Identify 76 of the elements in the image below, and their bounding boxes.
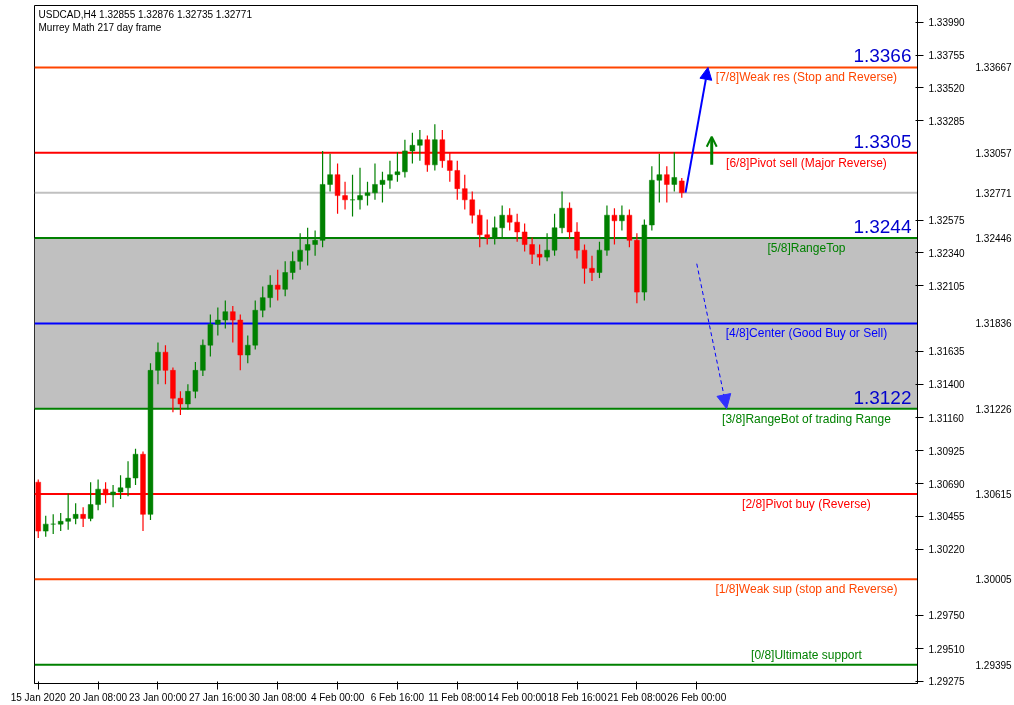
annotation: 1.3244 xyxy=(853,216,912,238)
candlestick xyxy=(589,255,595,282)
ref-line-label: [6/8]Pivot sell (Major Reverse) xyxy=(726,155,887,170)
y-tick-label: 1.30690 xyxy=(928,478,966,490)
candlestick xyxy=(215,306,221,337)
y-tick-label: 1.29750 xyxy=(928,610,966,621)
y-tick-label: 1.29275 xyxy=(928,676,966,688)
candlestick xyxy=(275,269,281,302)
ref-line-label: [0/8]Ultimate support xyxy=(751,647,863,662)
ref-line-label: [7/8]Weak res (Stop and Reverse) xyxy=(715,70,898,85)
candlestick xyxy=(559,190,565,234)
y-tick-label: 1.31160 xyxy=(928,412,965,424)
candlestick xyxy=(536,243,543,267)
candlestick xyxy=(514,213,520,243)
y-tick-label: 1.32105 xyxy=(928,280,966,292)
ref-line-label: [2/8]Pivot buy (Reverse) xyxy=(742,497,871,512)
candlestick xyxy=(671,151,677,193)
x-tick-label: 6 Feb 16:00 xyxy=(370,691,425,703)
text: 1.32771 xyxy=(975,187,1013,199)
x-tick-label: 4 Feb 00:00 xyxy=(310,691,365,703)
ref-line-label: [3/8]RangeBot of trading Range xyxy=(722,411,892,426)
y-tick-label: 1.30220 xyxy=(928,544,966,556)
text: 1.30005 xyxy=(975,574,1013,586)
ref-line-label: [1/8]Weak sup (stop and Reverse) xyxy=(715,582,898,597)
chart-title: USDCAD,H4 1.32855 1.32876 1.32735 1.32771 xyxy=(38,8,253,20)
y-tick-label: 1.33755 xyxy=(928,50,966,62)
y-tick-label: 1.31635 xyxy=(928,346,966,358)
text: Murrey Math 217 day frame xyxy=(38,21,162,33)
x-tick-label: 23 Jan 00:00 xyxy=(129,691,188,703)
text: 1.33057 xyxy=(975,147,1013,159)
x-tick-label: 30 Jan 08:00 xyxy=(248,691,308,703)
candlestick xyxy=(619,204,625,232)
ref-line-label: [4/8]Center (Good Buy or Sell) xyxy=(725,326,888,341)
x-tick-label: 15 Jan 2020 xyxy=(10,691,67,703)
text: 1.32446 xyxy=(975,233,1013,245)
candlestick xyxy=(207,313,214,357)
candlestick xyxy=(417,129,423,162)
text: 1.30615 xyxy=(975,489,1013,501)
y-tick-label: 1.33285 xyxy=(928,115,966,127)
candlestick xyxy=(80,506,86,528)
candlestick xyxy=(282,260,288,297)
candlestick xyxy=(664,165,670,204)
text: 1.29395 xyxy=(975,659,1013,671)
ref-line-label: [5/8]RangeTop xyxy=(767,241,846,256)
y-tick-label: 1.33990 xyxy=(928,17,966,29)
candlestick xyxy=(50,513,56,535)
annotation: 1.3122 xyxy=(853,386,912,408)
candlestick xyxy=(506,207,513,232)
x-tick-label: 26 Feb 00:00 xyxy=(667,691,727,703)
candlestick xyxy=(349,174,356,218)
candlestick xyxy=(162,344,169,385)
x-tick-label: 27 Jan 16:00 xyxy=(188,691,248,703)
y-tick-label: 1.29510 xyxy=(928,643,966,655)
text: 1.33667 xyxy=(975,62,1013,74)
x-tick-label: 20 Jan 08:00 xyxy=(69,691,128,703)
x-tick-label: 18 Feb 16:00 xyxy=(547,691,607,703)
x-tick-label: 14 Feb 00:00 xyxy=(487,691,548,703)
y-tick-label: 1.30455 xyxy=(928,511,966,523)
candlestick xyxy=(72,502,79,525)
x-tick-label: 11 Feb 08:00 xyxy=(428,691,487,703)
candlestick xyxy=(679,177,685,199)
y-tick-label: 1.30925 xyxy=(928,445,966,457)
annotation: 1.3366 xyxy=(853,45,912,67)
y-tick-label: 1.32575 xyxy=(928,215,966,227)
annotation: 1.3305 xyxy=(853,130,912,152)
candlestick xyxy=(611,207,618,246)
candlestick xyxy=(230,305,236,343)
candlestick xyxy=(222,299,228,330)
y-tick-label: 1.33520 xyxy=(928,82,966,94)
candlestick xyxy=(656,153,663,204)
text: 1.31226 xyxy=(975,403,1013,415)
candlestick xyxy=(43,515,49,538)
x-tick-label: 21 Feb 08:00 xyxy=(607,691,667,703)
y-tick-label: 1.32340 xyxy=(928,247,966,259)
text: 1.31836 xyxy=(975,318,1013,330)
y-tick-label: 1.31400 xyxy=(928,379,966,391)
